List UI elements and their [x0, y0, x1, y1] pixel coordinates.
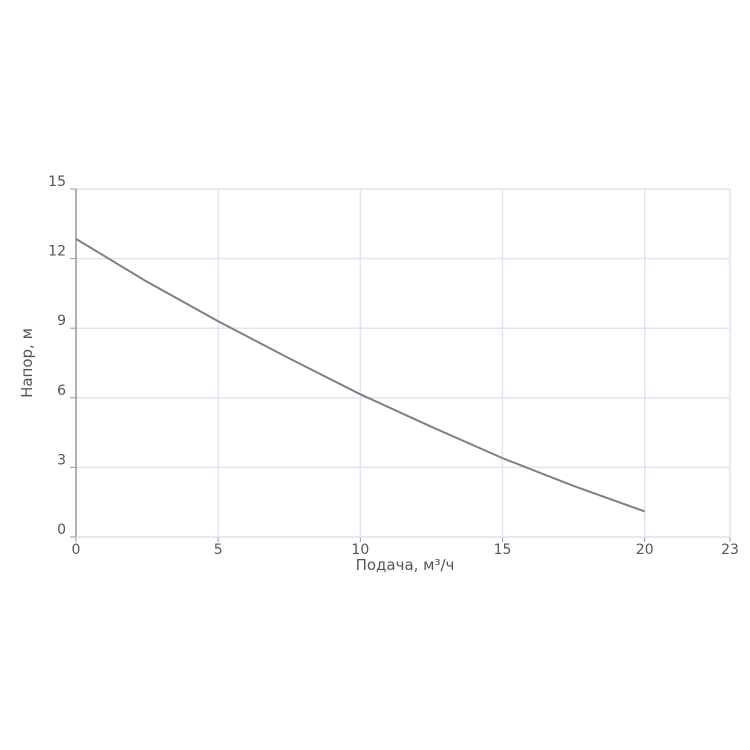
line: [75, 238, 646, 513]
x-tick-label: 5: [214, 542, 223, 558]
y-tick-label: 12: [48, 244, 66, 260]
x-tick-label: 23: [721, 542, 739, 558]
x-tick-label: 10: [351, 542, 369, 558]
y-tick-label: 15: [48, 174, 66, 190]
y-tick-label: 9: [57, 313, 66, 329]
y-axis-label: Напор, м: [18, 328, 36, 398]
y-tick-label: 6: [57, 383, 66, 399]
y-tick-label: 0: [57, 522, 66, 538]
x-tick-label: 0: [72, 542, 81, 558]
y-tick-label: 3: [57, 452, 66, 468]
x-tick-label: 15: [494, 542, 512, 558]
x-tick-label: 20: [636, 542, 654, 558]
x-axis-label: Подача, м³/ч: [356, 556, 455, 574]
